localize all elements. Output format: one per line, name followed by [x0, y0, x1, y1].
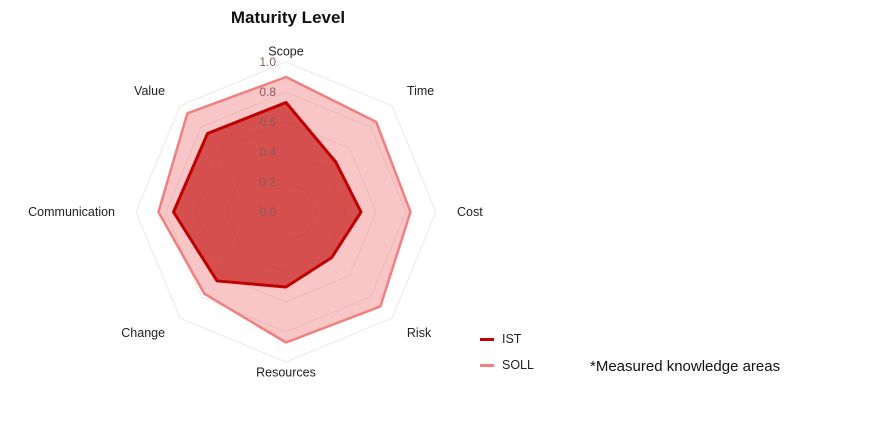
grid-ring [135, 61, 437, 363]
axis-label-value: Value [134, 84, 165, 98]
axis-label-change: Change [121, 326, 165, 340]
axis-label-time: Time [407, 84, 434, 98]
tick-label: 0.2 [259, 175, 276, 189]
grid-ring [165, 91, 407, 333]
axis-label-scope: Scope [268, 45, 303, 59]
series-ist [172, 101, 363, 289]
tick-label: 0.8 [259, 85, 276, 99]
footnote: *Measured knowledge areas [590, 358, 781, 375]
tick-label: 0.6 [259, 115, 276, 129]
tick-label: 0.4 [259, 145, 276, 159]
legend-item-soll: SOLL [480, 352, 534, 378]
axis-label-communication: Communication [28, 205, 115, 219]
legend-label: SOLL [502, 358, 534, 372]
axis-label-cost: Cost [457, 205, 483, 219]
legend: IST SOLL [480, 326, 534, 378]
soll-swatch [480, 363, 494, 367]
legend-label: IST [502, 332, 522, 346]
ist-swatch [480, 337, 494, 341]
tick-label: 0.0 [259, 205, 276, 219]
legend-item-ist: IST [480, 326, 534, 352]
tick-label: 1.0 [259, 55, 276, 69]
chart-title: Maturity Level [230, 8, 346, 27]
axis-label-risk: Risk [407, 326, 432, 340]
axis-label-resources: Resources [256, 366, 316, 380]
